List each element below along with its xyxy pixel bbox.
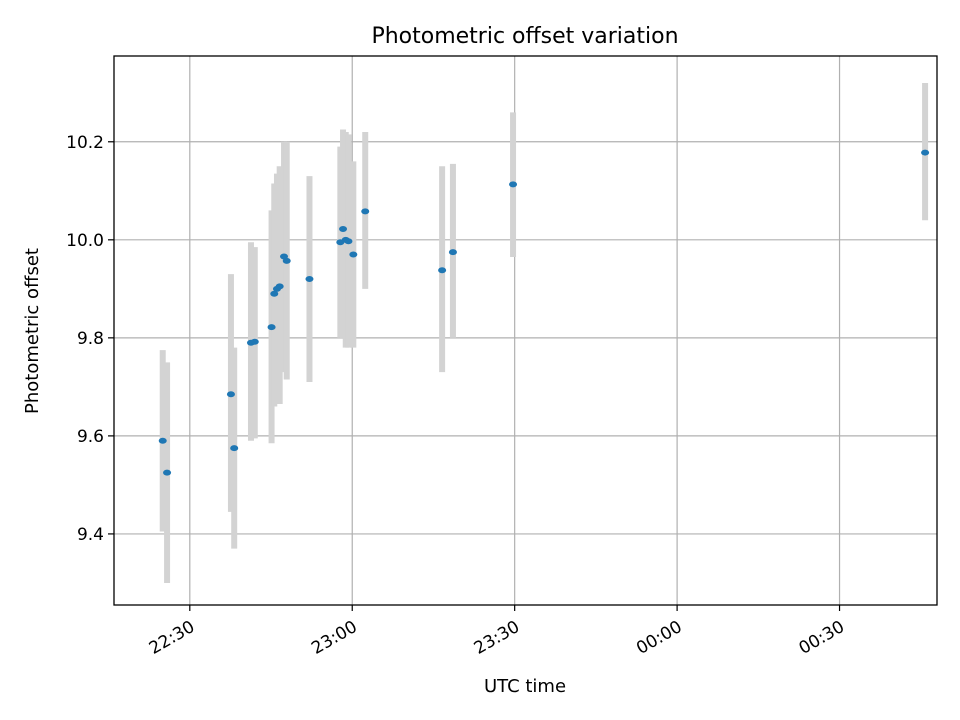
data-point xyxy=(230,445,239,452)
data-point xyxy=(163,469,172,476)
y-tick-label: 10.0 xyxy=(66,231,104,251)
data-point xyxy=(509,181,518,188)
data-point xyxy=(438,267,447,274)
data-point xyxy=(344,238,353,245)
data-point xyxy=(226,391,235,398)
y-axis-label: Photometric offset xyxy=(22,248,43,414)
data-point xyxy=(361,208,370,215)
data-point xyxy=(275,283,284,290)
data-point xyxy=(270,290,279,297)
y-tick-label: 9.4 xyxy=(77,525,104,545)
data-point xyxy=(921,149,930,156)
data-point xyxy=(305,276,314,283)
y-tick-label: 10.2 xyxy=(66,133,104,153)
data-point xyxy=(339,226,348,233)
chart-title: Photometric offset variation xyxy=(371,24,678,49)
data-point xyxy=(282,257,291,264)
data-point xyxy=(267,324,276,331)
data-point xyxy=(448,249,457,256)
data-points xyxy=(158,149,930,476)
data-point xyxy=(250,338,259,345)
data-point xyxy=(158,437,167,444)
x-axis-label: UTC time xyxy=(484,676,566,697)
data-point xyxy=(349,251,358,258)
plot-area xyxy=(114,56,937,605)
y-tick-label: 9.6 xyxy=(77,427,104,447)
y-axis-ticks: 9.4 9.6 9.8 10.0 10.2 xyxy=(66,133,114,545)
y-tick-label: 9.8 xyxy=(77,329,104,349)
plot-frame xyxy=(113,55,938,606)
